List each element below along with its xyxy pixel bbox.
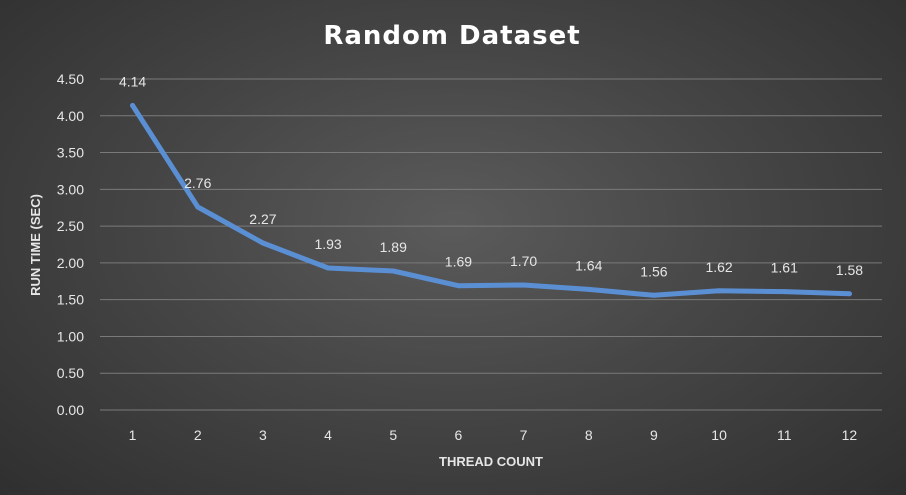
x-tick-label: 8 xyxy=(585,427,593,443)
x-tick-label: 4 xyxy=(324,427,332,443)
x-tick-label: 7 xyxy=(520,427,528,443)
y-tick-label: 2.00 xyxy=(57,255,84,271)
y-tick-label: 0.50 xyxy=(57,365,84,381)
data-label: 1.64 xyxy=(575,257,602,273)
data-label: 2.27 xyxy=(249,211,276,227)
data-point xyxy=(455,283,461,289)
data-label: 1.93 xyxy=(314,236,341,252)
data-label: 1.58 xyxy=(836,262,863,278)
y-tick-label: 0.00 xyxy=(57,402,84,418)
y-tick-label: 4.50 xyxy=(57,71,84,87)
y-axis-ticks: 0.00 0.50 1.00 1.50 2.00 2.50 3.00 3.50 4.00 4.50 xyxy=(57,71,84,418)
series xyxy=(130,102,852,298)
y-tick-label: 1.50 xyxy=(57,292,84,308)
data-point xyxy=(716,288,722,294)
data-point xyxy=(651,292,657,298)
data-label: 1.70 xyxy=(510,253,537,269)
data-label: 4.14 xyxy=(119,73,146,89)
data-point xyxy=(390,268,396,274)
data-point xyxy=(586,286,592,292)
series-line xyxy=(130,103,852,298)
x-tick-label: 12 xyxy=(842,427,858,443)
data-point xyxy=(325,265,331,271)
chart-title: Random Dataset xyxy=(323,21,580,51)
data-label: 1.89 xyxy=(380,239,407,255)
x-tick-label: 11 xyxy=(777,427,792,443)
data-point xyxy=(521,282,527,288)
y-tick-label: 2.50 xyxy=(57,218,84,234)
x-tick-label: 3 xyxy=(259,427,267,443)
data-labels: 4.14 2.76 2.27 1.93 1.89 1.69 1.70 1.64 1.56 1.62… xyxy=(119,73,863,279)
x-tick-label: 6 xyxy=(455,427,463,443)
data-point xyxy=(130,102,136,108)
data-point xyxy=(260,240,266,246)
data-label: 1.62 xyxy=(705,259,732,275)
data-label: 1.56 xyxy=(640,263,667,279)
x-tick-label: 1 xyxy=(129,427,137,443)
y-tick-label: 3.00 xyxy=(57,181,84,197)
data-label: 1.61 xyxy=(771,260,798,276)
y-tick-label: 4.00 xyxy=(57,108,84,124)
y-tick-label: 1.00 xyxy=(57,328,84,344)
x-tick-label: 5 xyxy=(389,427,397,443)
gridlines xyxy=(100,78,882,411)
x-axis-ticks: 1 2 3 4 5 6 7 8 9 10 11 12 xyxy=(129,427,858,443)
data-point xyxy=(781,289,787,295)
data-label: 2.76 xyxy=(184,175,211,191)
data-point xyxy=(195,204,201,210)
data-point xyxy=(846,291,852,297)
y-axis-title: RUN TIME (SEC) xyxy=(28,194,43,296)
y-tick-label: 3.50 xyxy=(57,145,84,161)
x-axis-title: THREAD COUNT xyxy=(439,454,543,469)
x-tick-label: 10 xyxy=(711,427,727,443)
x-tick-label: 2 xyxy=(194,427,202,443)
data-label: 1.69 xyxy=(445,254,472,270)
x-tick-label: 9 xyxy=(650,427,658,443)
